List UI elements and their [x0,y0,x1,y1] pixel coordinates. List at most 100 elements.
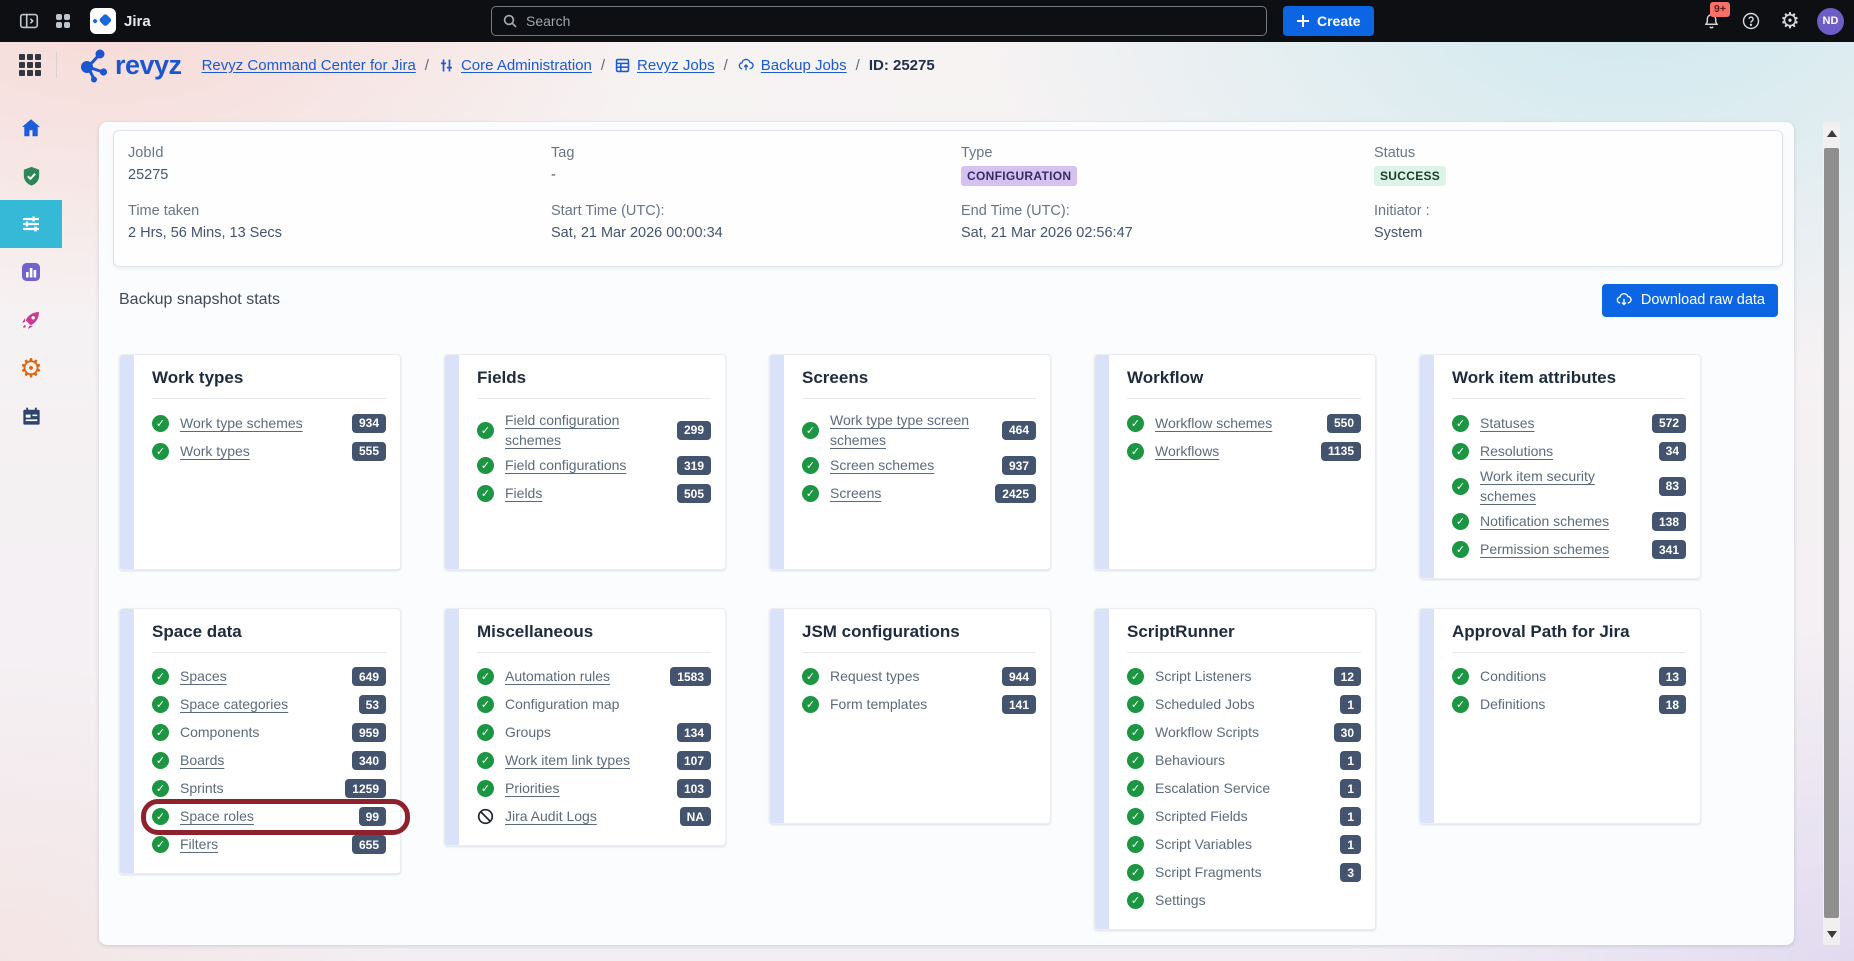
stat-item-conditions: ✓ Conditions 13 [1452,663,1686,691]
check-circle-icon: ✓ [477,696,494,714]
info-field: Status SUCCESS [1374,145,1768,186]
stat-item-label[interactable]: Screen schemes [830,457,935,474]
count-badge: 2425 [995,484,1036,504]
prohibited-icon [477,808,494,825]
stat-item-label[interactable]: Filters [180,836,219,853]
stat-item-label[interactable]: Work types [180,442,250,459]
stat-item-label[interactable]: Boards [180,752,225,769]
bar-chart-icon [22,263,40,281]
stat-item-work-type-schemes: ✓ Work type schemes 934 [152,409,386,437]
download-raw-data-button[interactable]: Download raw data [1601,283,1778,317]
check-circle-icon: ✓ [152,668,169,686]
stat-item-label[interactable]: Field configuration schemes [505,412,620,449]
stat-item-label[interactable]: Field configurations [505,457,627,474]
scroll-up-arrow[interactable] [1823,122,1840,144]
collapse-sidebar-icon[interactable] [14,6,44,36]
sidebar-item-settings[interactable]: ⚙ [0,344,62,392]
scroll-down-arrow[interactable] [1823,923,1840,945]
app-name: Jira [124,12,151,30]
stat-item-spaces: ✓ Spaces 649 [152,663,386,691]
stat-item-definitions: ✓ Definitions 18 [1452,691,1686,719]
count-badge: 141 [1001,695,1036,715]
card-accent-strip [445,608,459,845]
check-circle-icon: ✓ [802,668,819,686]
stat-item-label[interactable]: Work item security schemes [1480,468,1595,505]
stat-item-field-configuration-schemes: ✓ Field configuration schemes 299 [477,409,711,452]
count-badge: 1135 [1320,441,1361,461]
stat-item-label[interactable]: Statuses [1480,414,1535,431]
sidebar-item-launch[interactable] [0,296,62,344]
stat-item-label[interactable]: Workflow schemes [1155,414,1273,431]
stat-item-label[interactable]: Space categories [180,696,289,713]
stat-item-label: Scheduled Jobs [1155,696,1255,713]
sidebar-item-reports[interactable] [0,248,62,296]
global-search[interactable] [491,6,1267,36]
breadcrumb-core-administration[interactable]: Core Administration [438,57,592,74]
stat-item-label: Escalation Service [1155,780,1271,797]
card-accent-strip [1095,355,1109,569]
stat-item-priorities: ✓ Priorities 103 [477,775,711,803]
stat-item-work-item-link-types: ✓ Work item link types 107 [477,747,711,775]
sidebar-item-security[interactable] [0,152,62,200]
create-button[interactable]: Create [1283,6,1374,36]
stat-item-label[interactable]: Resolutions [1480,442,1554,459]
stat-item-label[interactable]: Work type type screen schemes [830,412,970,449]
topbar-right-cluster: 9+ ⚙ ND [1698,0,1844,42]
check-circle-icon: ✓ [1127,442,1144,460]
card-title: Workflow [1127,368,1361,399]
card-title: ScriptRunner [1127,622,1361,653]
status-lozenge: SUCCESS [1374,166,1447,186]
avatar[interactable]: ND [1817,7,1844,35]
stat-item-label[interactable]: Workflows [1155,442,1220,459]
apps-grid-icon[interactable] [17,52,43,78]
breadcrumb-revyz-jobs[interactable]: Revyz Jobs [614,57,715,74]
help-icon[interactable] [1739,6,1763,36]
stat-item-label[interactable]: Work item link types [505,752,630,769]
stat-item-label[interactable]: Spaces [180,668,227,685]
sidebar-item-home[interactable] [0,104,62,152]
check-circle-icon: ✓ [1127,752,1144,770]
job-summary-card: JobId 25275 Tag - Type CONFIGURATION Status SUC… [113,130,1783,267]
app-switcher-icon[interactable] [48,6,78,36]
stat-item-label[interactable]: Space roles [180,808,254,825]
count-badge: 12 [1333,667,1361,687]
stat-item-label[interactable]: Priorities [505,780,560,797]
stat-item-label[interactable]: Automation rules [505,668,611,685]
stat-item-label[interactable]: Work type schemes [180,414,303,431]
stat-item-label[interactable]: Screens [830,485,882,502]
count-badge: 1 [1340,751,1361,771]
count-badge: 138 [1651,512,1686,532]
stat-item-label: Configuration map [505,696,620,713]
jira-logo[interactable] [90,8,116,34]
search-input[interactable] [526,13,1256,29]
stats-section-header: Backup snapshot stats Download raw data [119,282,1778,318]
stat-item-automation-rules: ✓ Automation rules 1583 [477,663,711,691]
sidebar-item-jobs-active[interactable] [0,200,62,248]
stat-item-script-fragments: ✓ Script Fragments 3 [1127,859,1361,887]
vertical-scrollbar[interactable] [1823,122,1840,945]
count-badge: 649 [351,667,386,687]
breadcrumb-backup-jobs[interactable]: Backup Jobs [737,56,847,74]
stat-item-label[interactable]: Fields [505,485,543,502]
sidebar-item-schedules[interactable] [0,392,62,440]
card-jsm-configurations: JSM configurations ✓ Request types 944 ✓ For… [769,607,1051,824]
count-badge: 341 [1651,540,1686,560]
check-circle-icon: ✓ [477,668,494,686]
check-circle-icon: ✓ [477,485,494,503]
breadcrumb-command-center[interactable]: Revyz Command Center for Jira [201,56,416,74]
card-accent-strip [1420,355,1434,578]
stats-cards-grid: Work types ✓ Work type schemes 934 ✓ Work ty… [119,354,1701,930]
count-badge: 103 [676,779,711,799]
stat-item-label[interactable]: Notification schemes [1480,513,1610,530]
stat-item-label: Script Listeners [1155,668,1252,685]
card-items: ✓ Automation rules 1583 ✓ Configuration map ✓… [477,653,711,831]
stat-item-label[interactable]: Permission schemes [1480,541,1610,558]
check-circle-icon: ✓ [1452,513,1469,531]
stat-item-label: Groups [505,724,551,741]
settings-gear-icon[interactable]: ⚙ [1780,8,1800,33]
notifications-button[interactable]: 9+ [1698,2,1730,34]
stat-item-label[interactable]: Jira Audit Logs [505,808,597,825]
scrollbar-thumb[interactable] [1824,148,1839,918]
check-circle-icon: ✓ [1127,808,1144,826]
count-badge: 1583 [670,667,711,687]
